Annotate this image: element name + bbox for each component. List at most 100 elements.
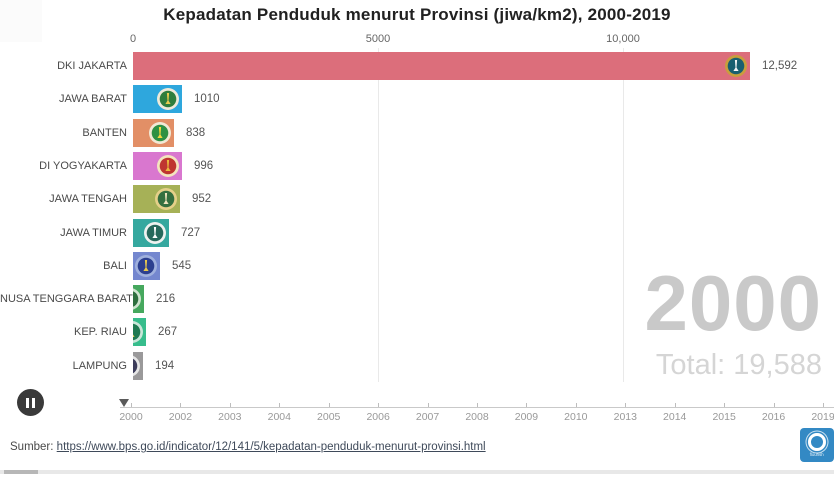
jawa-tengah-bar[interactable] bbox=[133, 185, 180, 214]
timeline-year-label: 2013 bbox=[613, 411, 637, 423]
bar-value: 952 bbox=[192, 193, 212, 206]
jawa-barat-emblem-icon bbox=[157, 88, 179, 111]
bar-label: LAMPUNG bbox=[72, 359, 127, 372]
timeline-year-label: 2005 bbox=[317, 411, 341, 423]
timeline-year-label: 2004 bbox=[267, 411, 291, 423]
bar-value: 1010 bbox=[194, 93, 220, 106]
flourish-label: flourish bbox=[810, 452, 824, 457]
x-axis-tick-label: 5000 bbox=[365, 33, 391, 45]
kep-riau-emblem-icon bbox=[133, 321, 143, 344]
timeline-tick bbox=[674, 403, 676, 407]
jawa-timur-emblem-icon bbox=[144, 221, 166, 244]
timeline-slider[interactable]: 2000 2002 2003 2004 2005 2006 2007 2008 2009 2010… bbox=[0, 396, 834, 428]
di-yogyakarta-bar[interactable] bbox=[133, 151, 182, 180]
di-yogyakarta-emblem-icon bbox=[157, 154, 179, 177]
source-prefix: Sumber: bbox=[10, 441, 57, 453]
lampung-bar[interactable] bbox=[133, 351, 143, 380]
timeline-tick bbox=[724, 403, 726, 407]
bar-value: 216 bbox=[156, 293, 176, 306]
bar-label: KEP. RIAU bbox=[74, 326, 127, 339]
timeline-tick bbox=[131, 403, 132, 407]
timeline-tick bbox=[526, 403, 528, 407]
bar-row: LAMPUNG 194 bbox=[0, 351, 834, 380]
bar-row: BALI 545 bbox=[0, 251, 834, 280]
dki-jakarta-emblem-icon bbox=[725, 55, 747, 77]
bar-value: 194 bbox=[155, 359, 175, 372]
timeline-year-label: 2010 bbox=[564, 411, 588, 423]
bar-label: BALI bbox=[103, 259, 127, 272]
timeline-tick bbox=[180, 403, 182, 407]
bar-row: KEP. RIAU 267 bbox=[0, 318, 834, 347]
jawa-timur-bar[interactable] bbox=[133, 218, 169, 247]
bar-value: 545 bbox=[172, 259, 192, 272]
timeline-tick bbox=[328, 403, 330, 407]
timeline-tick bbox=[279, 403, 281, 407]
bar-row: DI YOGYAKARTA 996 bbox=[0, 151, 834, 180]
timeline-tick bbox=[823, 403, 824, 407]
timeline-year-label: 2007 bbox=[415, 411, 440, 423]
chart-title: Kepadatan Penduduk menurut Provinsi (jiw… bbox=[163, 5, 671, 24]
jawa-tengah-emblem-icon bbox=[155, 188, 177, 211]
bar-row: BANTEN 838 bbox=[0, 118, 834, 147]
x-axis: 0 5000 10,000 bbox=[0, 33, 834, 47]
bar-value: 996 bbox=[194, 159, 214, 172]
timeline-tick bbox=[625, 403, 627, 407]
timeline-year-label: 2014 bbox=[663, 411, 687, 423]
corner-artifact bbox=[0, 0, 42, 42]
pause-icon bbox=[26, 397, 29, 408]
bar-value: 267 bbox=[158, 326, 178, 339]
gridline bbox=[623, 48, 624, 382]
timeline-year-label: 2008 bbox=[465, 411, 489, 423]
timeline-tick bbox=[378, 403, 380, 407]
bar-label: JAWA TENGAH bbox=[49, 193, 127, 206]
x-axis-tick-label: 0 bbox=[129, 33, 137, 45]
timeline-marker-icon[interactable] bbox=[119, 399, 129, 407]
timeline-year-label: 2016 bbox=[761, 411, 786, 423]
source-link[interactable]: https://www.bps.go.id/indicator/12/141/5… bbox=[56, 441, 486, 453]
timeline-year-label: 2019 bbox=[811, 411, 834, 423]
kep-riau-bar[interactable] bbox=[133, 318, 146, 347]
timeline-track bbox=[120, 407, 834, 408]
video-progress-bar[interactable] bbox=[0, 470, 834, 474]
plot-area: 2000 Total: 19,588 DKI JAKARTA 12,592 JAWA… bbox=[0, 48, 834, 386]
bar-label: DKI JAKARTA bbox=[57, 60, 127, 72]
year-counter: 2000 bbox=[644, 259, 822, 347]
nusa-tenggara-barat-bar[interactable] bbox=[133, 285, 144, 314]
timeline-tick bbox=[477, 403, 478, 407]
gridline bbox=[378, 48, 379, 382]
flourish-badge[interactable]: flourish bbox=[800, 428, 834, 462]
lampung-emblem-icon bbox=[133, 355, 140, 376]
bali-bar[interactable] bbox=[133, 251, 160, 280]
pause-icon bbox=[32, 397, 35, 408]
timeline-tick bbox=[229, 403, 231, 407]
timeline-year-label: 2002 bbox=[168, 411, 193, 423]
timeline-year-label: 2003 bbox=[218, 411, 242, 423]
bar-value: 12,592 bbox=[762, 60, 798, 72]
bar-value: 727 bbox=[181, 226, 201, 239]
bar-value: 838 bbox=[186, 126, 206, 139]
timeline-year-label: 2000 bbox=[119, 411, 143, 423]
bali-emblem-icon bbox=[135, 254, 157, 277]
nusa-tenggara-barat-emblem-icon bbox=[133, 288, 141, 310]
banten-emblem-icon bbox=[149, 121, 171, 144]
bar-row: JAWA TIMUR 727 bbox=[0, 218, 834, 247]
banten-bar[interactable] bbox=[133, 118, 174, 147]
timeline-year-label: 2009 bbox=[514, 411, 539, 423]
bar-label: DI YOGYAKARTA bbox=[39, 159, 127, 172]
bar-label: NUSA TENGGARA BARAT bbox=[0, 293, 133, 306]
timeline-tick bbox=[773, 403, 775, 407]
bar-row: NUSA TENGGARA BARAT 216 bbox=[0, 285, 834, 314]
timeline-tick bbox=[427, 403, 429, 407]
x-axis-tick-label: 10,000 bbox=[606, 33, 640, 45]
bar-row: JAWA TENGAH 952 bbox=[0, 185, 834, 214]
dki-jakarta-bar[interactable] bbox=[133, 52, 750, 80]
flourish-logo-icon bbox=[808, 432, 826, 451]
bar-label: JAWA TIMUR bbox=[60, 226, 127, 239]
total-counter: Total: 19,588 bbox=[655, 349, 822, 381]
bar-row: DKI JAKARTA 12,592 bbox=[0, 52, 834, 80]
timeline-year-label: 2006 bbox=[366, 411, 390, 423]
pause-button[interactable] bbox=[17, 389, 44, 416]
progress-played bbox=[4, 470, 38, 474]
jawa-barat-bar[interactable] bbox=[133, 85, 182, 114]
